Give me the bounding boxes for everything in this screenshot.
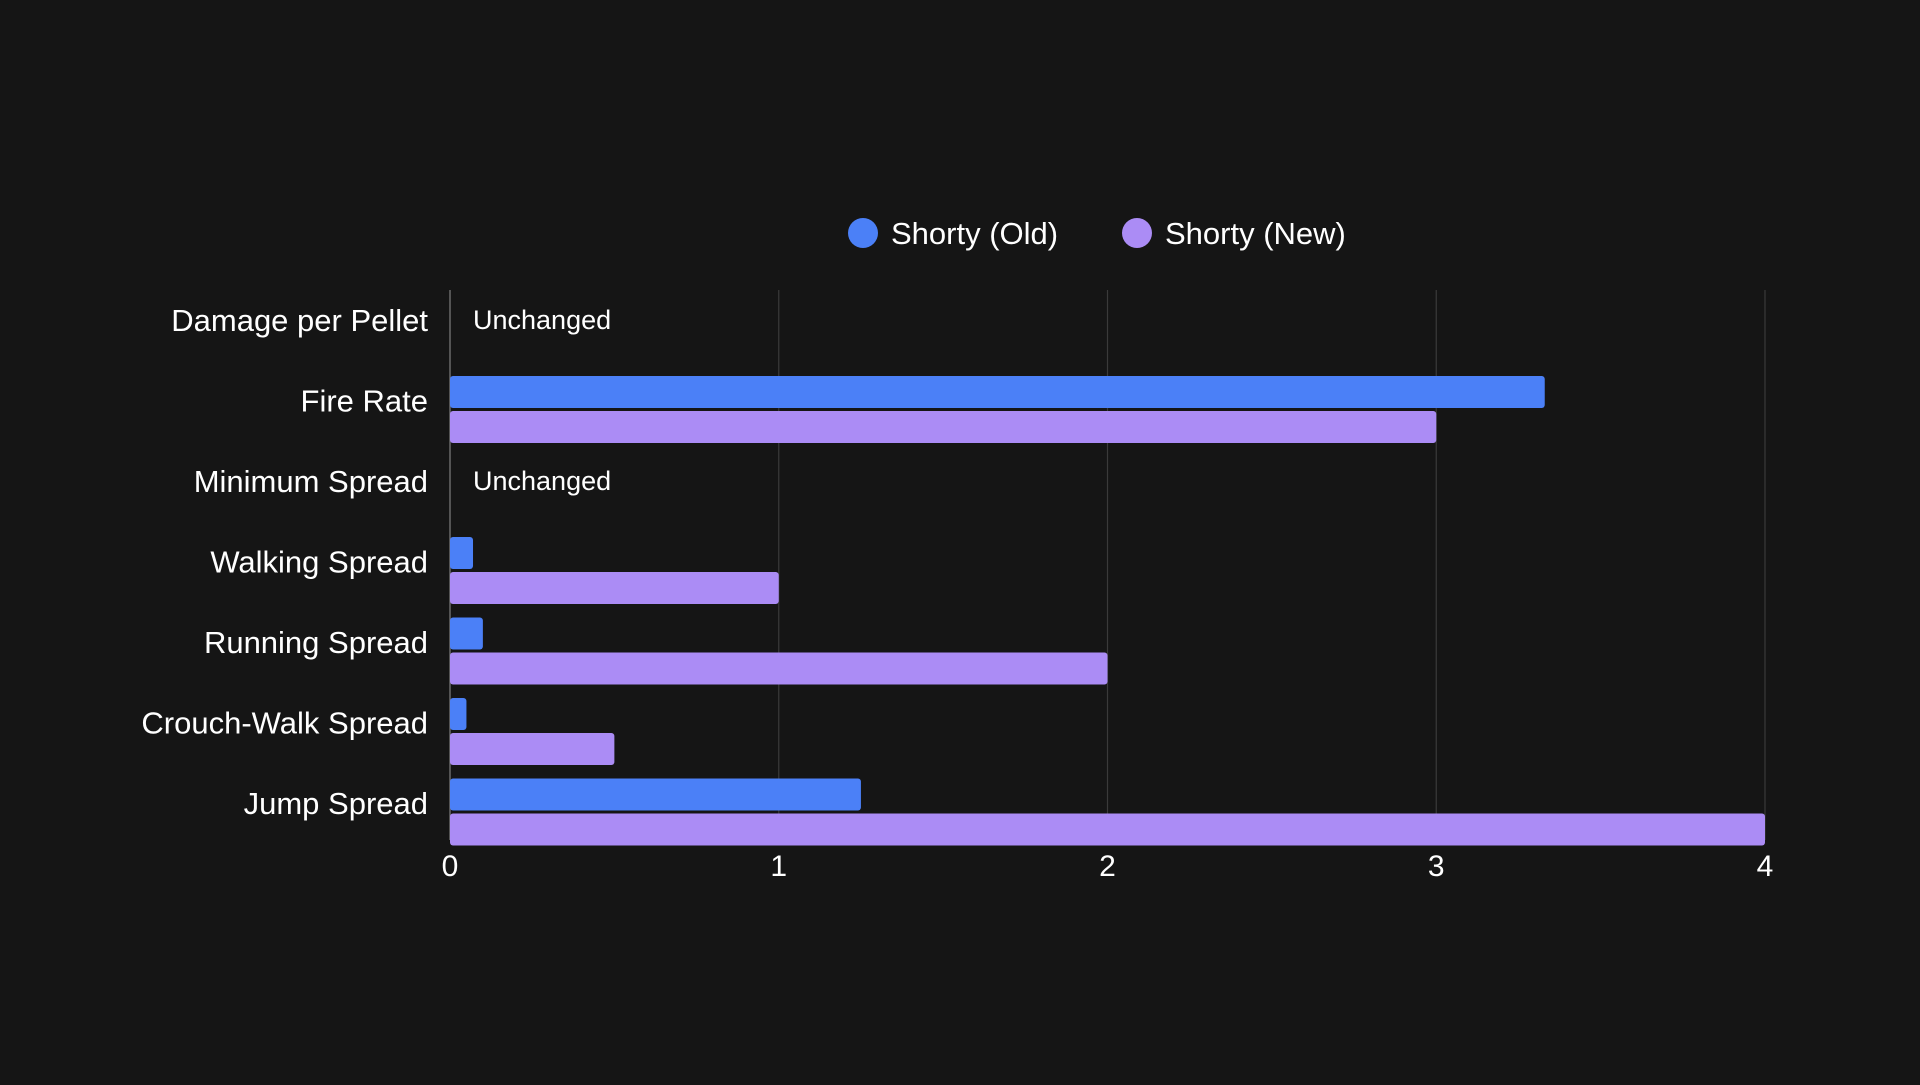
x-tick-label: 0 — [442, 850, 459, 883]
bar-new — [450, 411, 1437, 443]
category-labels: Damage per Pellet Fire Rate Minimum Spread… — [141, 303, 428, 821]
bar-old — [450, 537, 474, 569]
bar-old — [450, 778, 861, 811]
grid — [449, 290, 1766, 840]
category-label: Walking Spread — [210, 545, 428, 580]
x-tick-label: 2 — [1099, 850, 1116, 883]
bar-new — [450, 572, 779, 604]
category-label: Fire Rate — [301, 384, 428, 419]
legend-label: Shorty (New) — [1165, 216, 1346, 251]
bar-old — [450, 376, 1545, 408]
x-axis-ticks: 0 1 2 3 4 — [442, 850, 1774, 883]
bar-new — [450, 733, 615, 765]
bar-old — [450, 617, 483, 650]
bar-old — [450, 698, 467, 730]
annotation-label: Unchanged — [473, 466, 611, 496]
x-tick-label: 1 — [770, 850, 787, 883]
category-label: Crouch-Walk Spread — [141, 706, 428, 741]
category-label: Running Spread — [204, 625, 428, 660]
x-tick-label: 4 — [1757, 850, 1774, 883]
legend: Shorty (Old) Shorty (New) — [848, 216, 1346, 251]
bar-new — [450, 813, 1765, 846]
x-tick-label: 3 — [1428, 850, 1445, 883]
annotation-label: Unchanged — [473, 305, 611, 335]
category-label: Jump Spread — [244, 786, 428, 821]
bar-new — [450, 652, 1108, 685]
bars — [450, 376, 1765, 846]
annotations: Unchanged Unchanged — [473, 305, 611, 496]
legend-marker — [848, 218, 878, 248]
category-label: Minimum Spread — [194, 464, 428, 499]
category-label: Damage per Pellet — [171, 303, 428, 338]
legend-label: Shorty (Old) — [891, 216, 1058, 251]
legend-marker — [1122, 218, 1152, 248]
